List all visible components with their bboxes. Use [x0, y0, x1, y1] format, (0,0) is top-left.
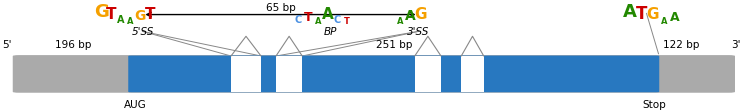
- Text: A: A: [315, 17, 321, 26]
- Text: 5': 5': [2, 40, 12, 50]
- Text: G: G: [94, 3, 109, 21]
- Text: 3': 3': [731, 40, 741, 50]
- Text: T: T: [344, 17, 350, 26]
- Text: G: G: [646, 7, 658, 22]
- Text: T: T: [304, 11, 313, 24]
- Text: 251 bp: 251 bp: [376, 40, 412, 50]
- Text: AUG: AUG: [124, 100, 146, 110]
- Text: A: A: [117, 15, 124, 25]
- Bar: [461, 56, 484, 92]
- Text: T: T: [635, 5, 647, 23]
- Text: C: C: [334, 15, 341, 25]
- Text: 196 bp: 196 bp: [55, 40, 91, 50]
- Text: A: A: [661, 17, 667, 26]
- Text: BP: BP: [323, 27, 337, 37]
- Bar: [276, 56, 302, 92]
- Text: Stop: Stop: [642, 100, 666, 110]
- Text: G: G: [415, 7, 427, 22]
- Text: T: T: [145, 7, 155, 22]
- Text: T: T: [106, 7, 116, 22]
- Text: A: A: [405, 9, 416, 23]
- Bar: [231, 56, 261, 92]
- Text: A: A: [322, 7, 334, 22]
- FancyBboxPatch shape: [13, 55, 735, 93]
- FancyBboxPatch shape: [128, 56, 659, 92]
- Text: A: A: [397, 17, 403, 26]
- Text: 65 bp: 65 bp: [266, 3, 296, 13]
- Text: 3'SS: 3'SS: [407, 27, 430, 37]
- Bar: [415, 56, 441, 92]
- Text: A: A: [128, 17, 134, 26]
- Text: 5'SS: 5'SS: [131, 27, 154, 37]
- Text: 122 bp: 122 bp: [663, 40, 699, 50]
- Text: A: A: [670, 11, 680, 24]
- Text: C: C: [295, 15, 302, 25]
- Text: A: A: [623, 3, 637, 21]
- Text: G: G: [134, 9, 146, 23]
